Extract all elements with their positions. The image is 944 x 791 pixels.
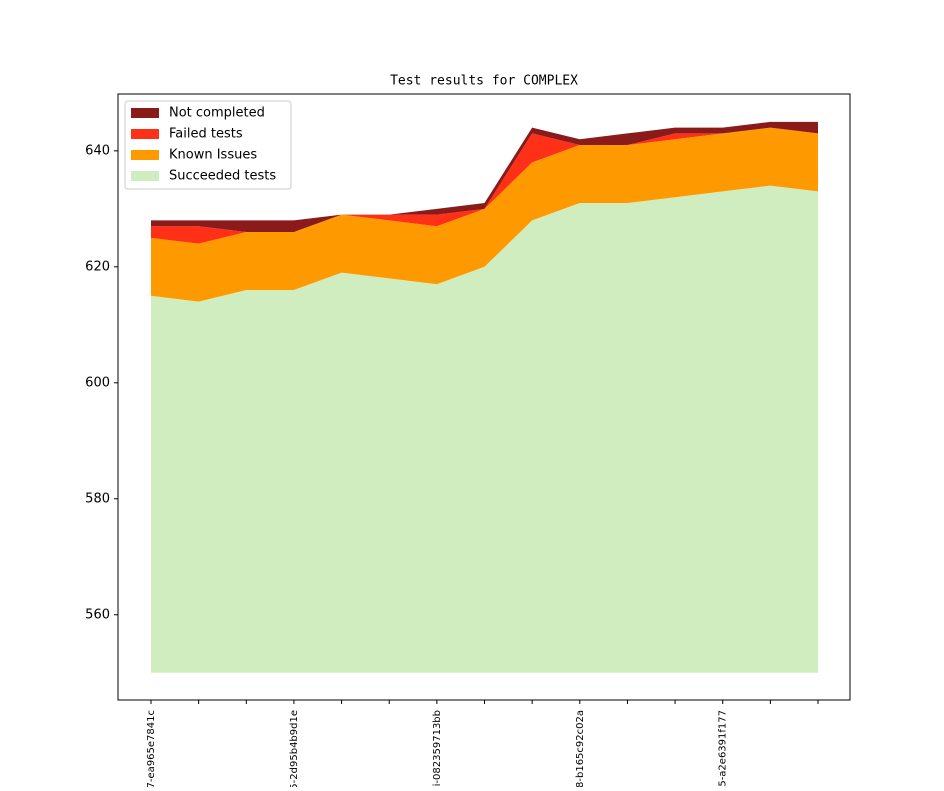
x-tick-label: i-082359713bb	[432, 710, 443, 786]
x-tick-label: 5-2d95b4b9d1e	[289, 710, 300, 787]
y-tick-label: 580	[85, 491, 110, 506]
legend-box	[124, 100, 292, 190]
legend-swatch	[131, 129, 159, 139]
area	[151, 127, 818, 244]
area	[151, 121, 818, 233]
legend-swatch	[131, 171, 159, 181]
area	[151, 185, 818, 673]
chart-title: Test results for COMPLEX	[390, 74, 578, 89]
x-tick-label: 8-b165c92c02a	[575, 710, 586, 787]
legend-label: Known Issues	[169, 148, 257, 163]
area	[151, 127, 818, 302]
legend-label: Failed tests	[169, 127, 243, 142]
x-tick-label: 5-a2e6391f177	[718, 710, 729, 787]
legend-swatch	[131, 108, 159, 118]
x-tick-label: 7-ea965e7841c	[146, 710, 157, 787]
legend-label: Not completed	[169, 106, 265, 121]
y-tick-label: 620	[85, 259, 110, 274]
y-tick-label: 640	[85, 143, 110, 158]
legend-swatch	[131, 150, 159, 160]
legend-label: Succeeded tests	[169, 169, 276, 184]
y-tick-label: 600	[85, 375, 110, 390]
y-tick-label: 560	[85, 607, 110, 622]
